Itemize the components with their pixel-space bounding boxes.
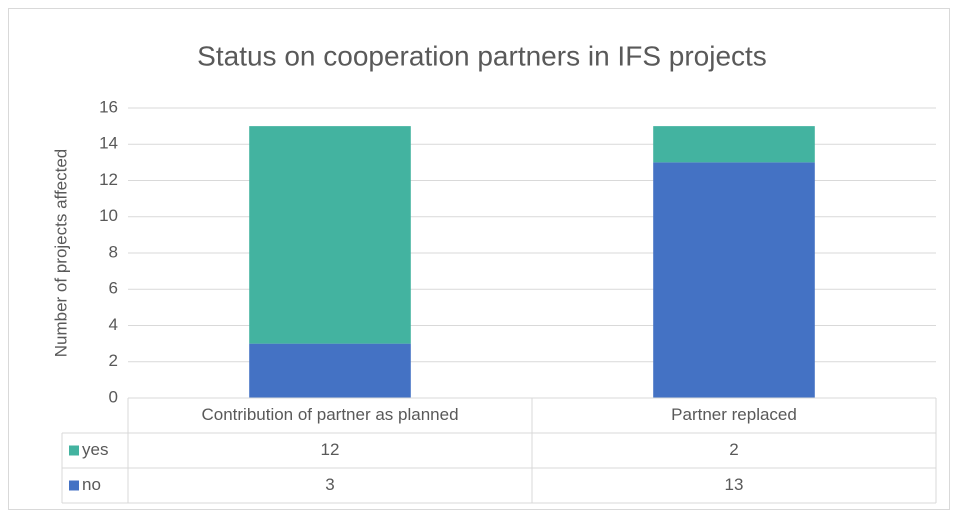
chart-title: Status on cooperation partners in IFS pr… (197, 40, 767, 71)
bar-segment (653, 162, 815, 398)
y-tick-label: 14 (99, 134, 118, 153)
bar-segment (249, 126, 411, 344)
y-tick-label: 2 (109, 351, 118, 370)
table-value: 2 (729, 440, 738, 459)
y-tick-label: 4 (109, 315, 118, 334)
y-tick-label: 12 (99, 170, 118, 189)
legend-label: yes (82, 440, 108, 459)
y-tick-label: 10 (99, 206, 118, 225)
legend-key (69, 480, 79, 491)
y-tick-label: 0 (109, 387, 118, 406)
table-value: 13 (725, 475, 744, 494)
legend-label: no (82, 475, 101, 494)
y-tick-label: 8 (109, 242, 118, 261)
legend-key (69, 445, 79, 456)
bar-segment (653, 126, 815, 163)
bar-segment (249, 343, 411, 398)
table-value: 12 (321, 440, 340, 459)
y-tick-label: 6 (109, 279, 118, 298)
y-axis-title: Number of projects affected (51, 149, 70, 358)
y-tick-label: 16 (99, 97, 118, 116)
x-tick-label: Partner replaced (671, 405, 797, 424)
x-tick-label: Contribution of partner as planned (201, 405, 458, 424)
table-value: 3 (325, 475, 334, 494)
